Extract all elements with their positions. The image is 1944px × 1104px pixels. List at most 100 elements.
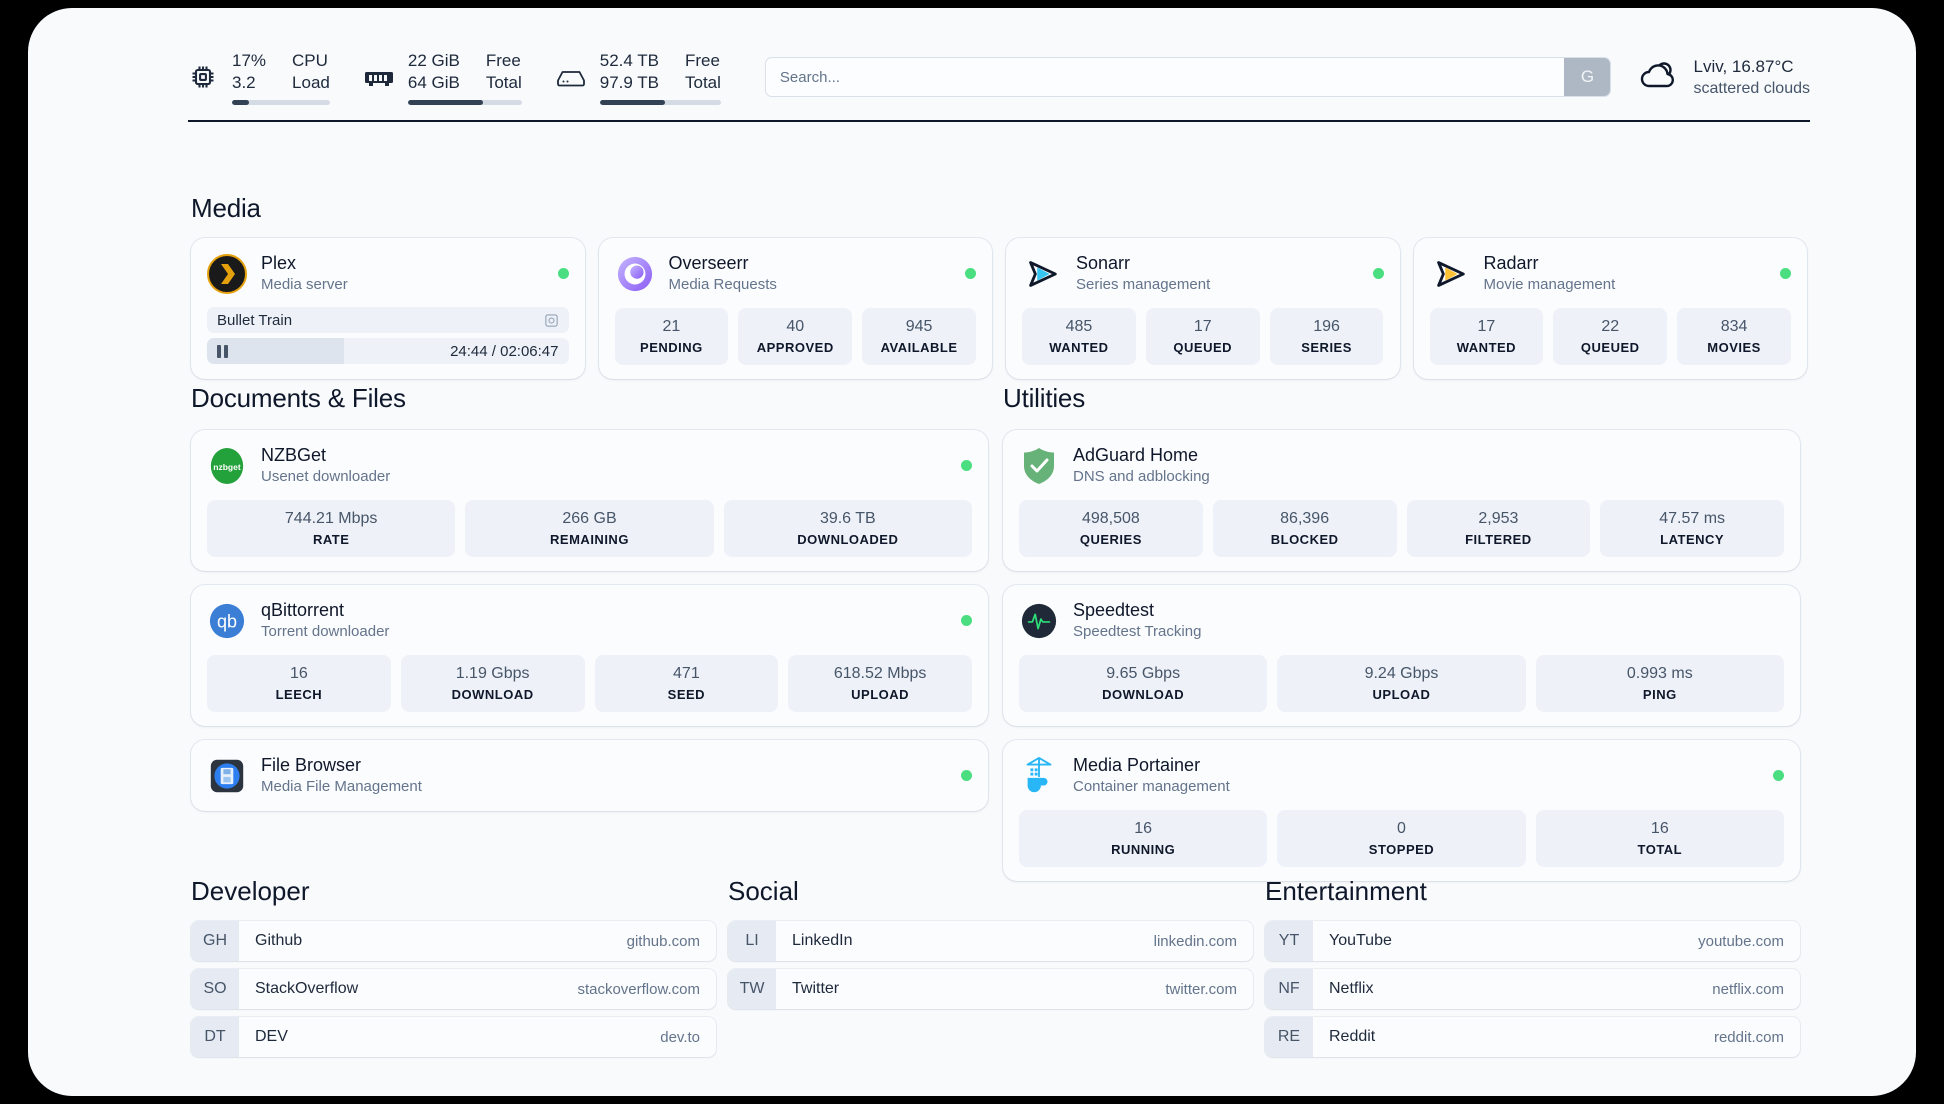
bookmark-item-netflix[interactable]: NF Netflix netflix.com	[1265, 969, 1800, 1009]
bookmark-url: github.com	[626, 932, 700, 950]
pause-icon[interactable]	[217, 344, 228, 358]
service-card-plex[interactable]: Plex Media server Bullet Train	[191, 238, 585, 379]
stat-label: LEECH	[275, 687, 323, 702]
bookmark-abbr: GH	[191, 921, 239, 961]
filebrowser-name: File Browser	[261, 755, 362, 775]
overseerr-name: Overseerr	[668, 253, 749, 273]
stat-box: 471 SEED	[594, 655, 779, 712]
ram-icon	[364, 62, 394, 92]
plex-now-playing-bar[interactable]: Bullet Train	[207, 307, 569, 333]
bookmark-url: youtube.com	[1698, 932, 1784, 950]
bookmark-item-stackoverflow[interactable]: SO StackOverflow stackoverflow.com	[191, 969, 716, 1009]
plex-now-playing-title: Bullet Train	[217, 311, 293, 329]
stat-box: 21 PENDING	[614, 308, 729, 365]
service-card-qbittorrent[interactable]: qb qBittorrent Torrent downloader 16 LEE…	[191, 585, 988, 726]
stat-value: 0.993 ms	[1626, 665, 1693, 682]
sonarr-icon	[1022, 254, 1062, 294]
stat-box: 16 LEECH	[207, 655, 391, 712]
memory-label-top: Free	[485, 50, 521, 70]
stat-label: FILTERED	[1465, 532, 1532, 547]
service-card-sonarr[interactable]: Sonarr Series management 485 WANTED 17 Q…	[1006, 238, 1400, 379]
radarr-status-dot	[1780, 268, 1791, 279]
portainer-name: Media Portainer	[1073, 755, 1201, 775]
media-section-title: Media	[191, 193, 261, 223]
stat-value: 196	[1313, 318, 1340, 335]
stat-box: 945 AVAILABLE	[862, 308, 976, 365]
bookmark-abbr: SO	[191, 969, 239, 1009]
plex-progress-bar[interactable]: 24:44 / 02:06:47	[207, 338, 569, 364]
qbittorrent-status-dot	[961, 615, 972, 626]
gear-icon[interactable]	[544, 313, 559, 328]
memory-stat-group: 22 GiB 64 GiB Free Total	[364, 50, 522, 105]
service-card-radarr[interactable]: Radarr Movie management 17 WANTED 22 QUE…	[1413, 238, 1807, 379]
qbittorrent-name: qBittorrent	[261, 600, 345, 620]
memory-free-value: 22 GiB	[407, 50, 460, 70]
disk-total-value: 97.9 TB	[599, 72, 659, 92]
bookmark-item-linkedin[interactable]: LI LinkedIn linkedin.com	[728, 921, 1253, 961]
stat-value: 16	[1134, 820, 1153, 837]
stat-value: 618.52 Mbps	[833, 665, 927, 682]
filebrowser-status-dot	[961, 770, 972, 781]
stat-label: PENDING	[640, 340, 703, 355]
stat-box: 834 MOVIES	[1677, 308, 1791, 365]
stat-label: QUEUED	[1580, 340, 1640, 355]
service-card-adguard[interactable]: AdGuard Home DNS and adblocking 498,508 …	[1003, 430, 1800, 571]
bookmark-name: Reddit	[1329, 1028, 1376, 1045]
cpu-label-top: CPU	[292, 50, 328, 70]
service-card-speedtest[interactable]: Speedtest Speedtest Tracking 9.65 Gbps D…	[1003, 585, 1800, 726]
documents-section-title: Documents & Files	[191, 383, 406, 413]
weather-location-temp: Lviv, 16.87°C	[1693, 56, 1794, 76]
service-card-portainer[interactable]: Media Portainer Container management 16 …	[1003, 740, 1800, 881]
stat-value: 266 GB	[562, 510, 617, 527]
stat-value: 485	[1065, 318, 1093, 335]
service-card-nzbget[interactable]: nzbget NZBGet Usenet downloader 744.21 M…	[191, 430, 988, 571]
speedtest-name: Speedtest	[1073, 600, 1155, 620]
search-input[interactable]	[765, 58, 1565, 96]
speedtest-icon	[1019, 601, 1059, 641]
nzbget-icon: nzbget	[207, 446, 247, 486]
header-divider	[188, 120, 1810, 122]
disk-free-value: 52.4 TB	[599, 50, 659, 70]
service-card-filebrowser[interactable]: File Browser Media File Management	[191, 740, 988, 811]
bookmark-item-github[interactable]: GH Github github.com	[191, 921, 716, 961]
nzbget-desc: Usenet downloader	[261, 468, 391, 485]
stat-box: 22 QUEUED	[1553, 308, 1668, 365]
stat-label: LATENCY	[1660, 532, 1725, 547]
bookmark-url: stackoverflow.com	[577, 980, 700, 998]
filebrowser-desc: Media File Management	[261, 778, 422, 795]
bookmark-item-reddit[interactable]: RE Reddit reddit.com	[1265, 1017, 1800, 1057]
qbittorrent-desc: Torrent downloader	[261, 623, 390, 640]
stat-box: 17 QUEUED	[1145, 308, 1260, 365]
bookmark-name: DEV	[255, 1028, 288, 1045]
stat-value: 945	[905, 318, 933, 335]
stat-label: WANTED	[1456, 340, 1517, 355]
disk-stat-group: 52.4 TB 97.9 TB Free Total	[556, 50, 721, 105]
stat-value: 1.19 Gbps	[455, 665, 530, 682]
stat-label: MOVIES	[1707, 340, 1761, 355]
search-provider-button[interactable]: G	[1564, 58, 1611, 96]
stat-value: 498,508	[1081, 510, 1140, 527]
cpu-label-bottom: Load	[292, 72, 330, 92]
stat-value: 47.57 ms	[1659, 510, 1726, 527]
stat-value: 2,953	[1478, 510, 1519, 527]
stat-box: 196 SERIES	[1269, 308, 1384, 365]
stat-value: 16	[1650, 820, 1669, 837]
stat-value: 471	[673, 665, 700, 682]
bookmark-item-youtube[interactable]: YT YouTube youtube.com	[1265, 921, 1800, 961]
bookmark-item-twitter[interactable]: TW Twitter twitter.com	[728, 969, 1253, 1009]
radarr-desc: Movie management	[1483, 276, 1616, 293]
service-card-overseerr[interactable]: Overseerr Media Requests 21 PENDING 40 A…	[598, 238, 992, 379]
qbittorrent-icon: qb	[207, 601, 247, 641]
weather-widget[interactable]: Lviv, 16.87°C scattered clouds	[1637, 55, 1810, 100]
portainer-icon	[1019, 756, 1059, 796]
disk-label-bottom: Total	[685, 72, 721, 92]
stat-box: 0.993 ms PING	[1535, 655, 1784, 712]
bookmark-item-dev[interactable]: DT DEV dev.to	[191, 1017, 716, 1057]
overseerr-icon	[615, 254, 655, 294]
stat-box: 47.57 ms LATENCY	[1600, 500, 1784, 557]
weather-condition: scattered clouds	[1693, 79, 1810, 97]
adguard-desc: DNS and adblocking	[1073, 468, 1210, 485]
stat-value: 40	[786, 318, 805, 335]
search-bar[interactable]: G	[764, 57, 1612, 97]
stat-box: 0 STOPPED	[1277, 810, 1526, 867]
